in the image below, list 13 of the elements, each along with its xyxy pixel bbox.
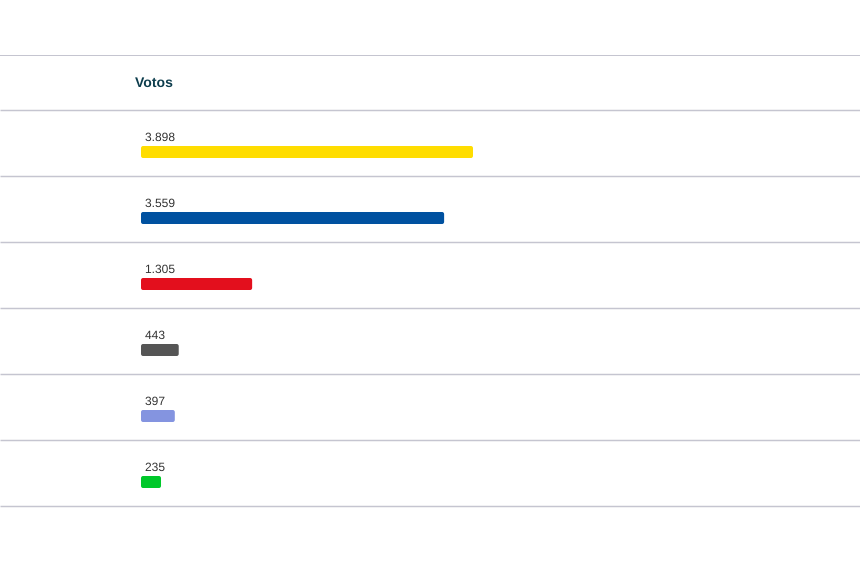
bar	[141, 344, 179, 356]
bar	[141, 476, 162, 488]
data-label: 3.898	[145, 130, 176, 144]
data-label: 3.559	[145, 196, 176, 210]
bar	[141, 146, 473, 158]
bar	[141, 212, 444, 224]
data-label: 397	[145, 394, 166, 408]
data-label: 443	[145, 328, 166, 342]
data-label: 235	[145, 460, 166, 474]
bar	[141, 278, 252, 290]
bar	[141, 410, 175, 422]
chart-title: Votos	[135, 74, 174, 90]
data-label: 1.305	[145, 262, 176, 276]
